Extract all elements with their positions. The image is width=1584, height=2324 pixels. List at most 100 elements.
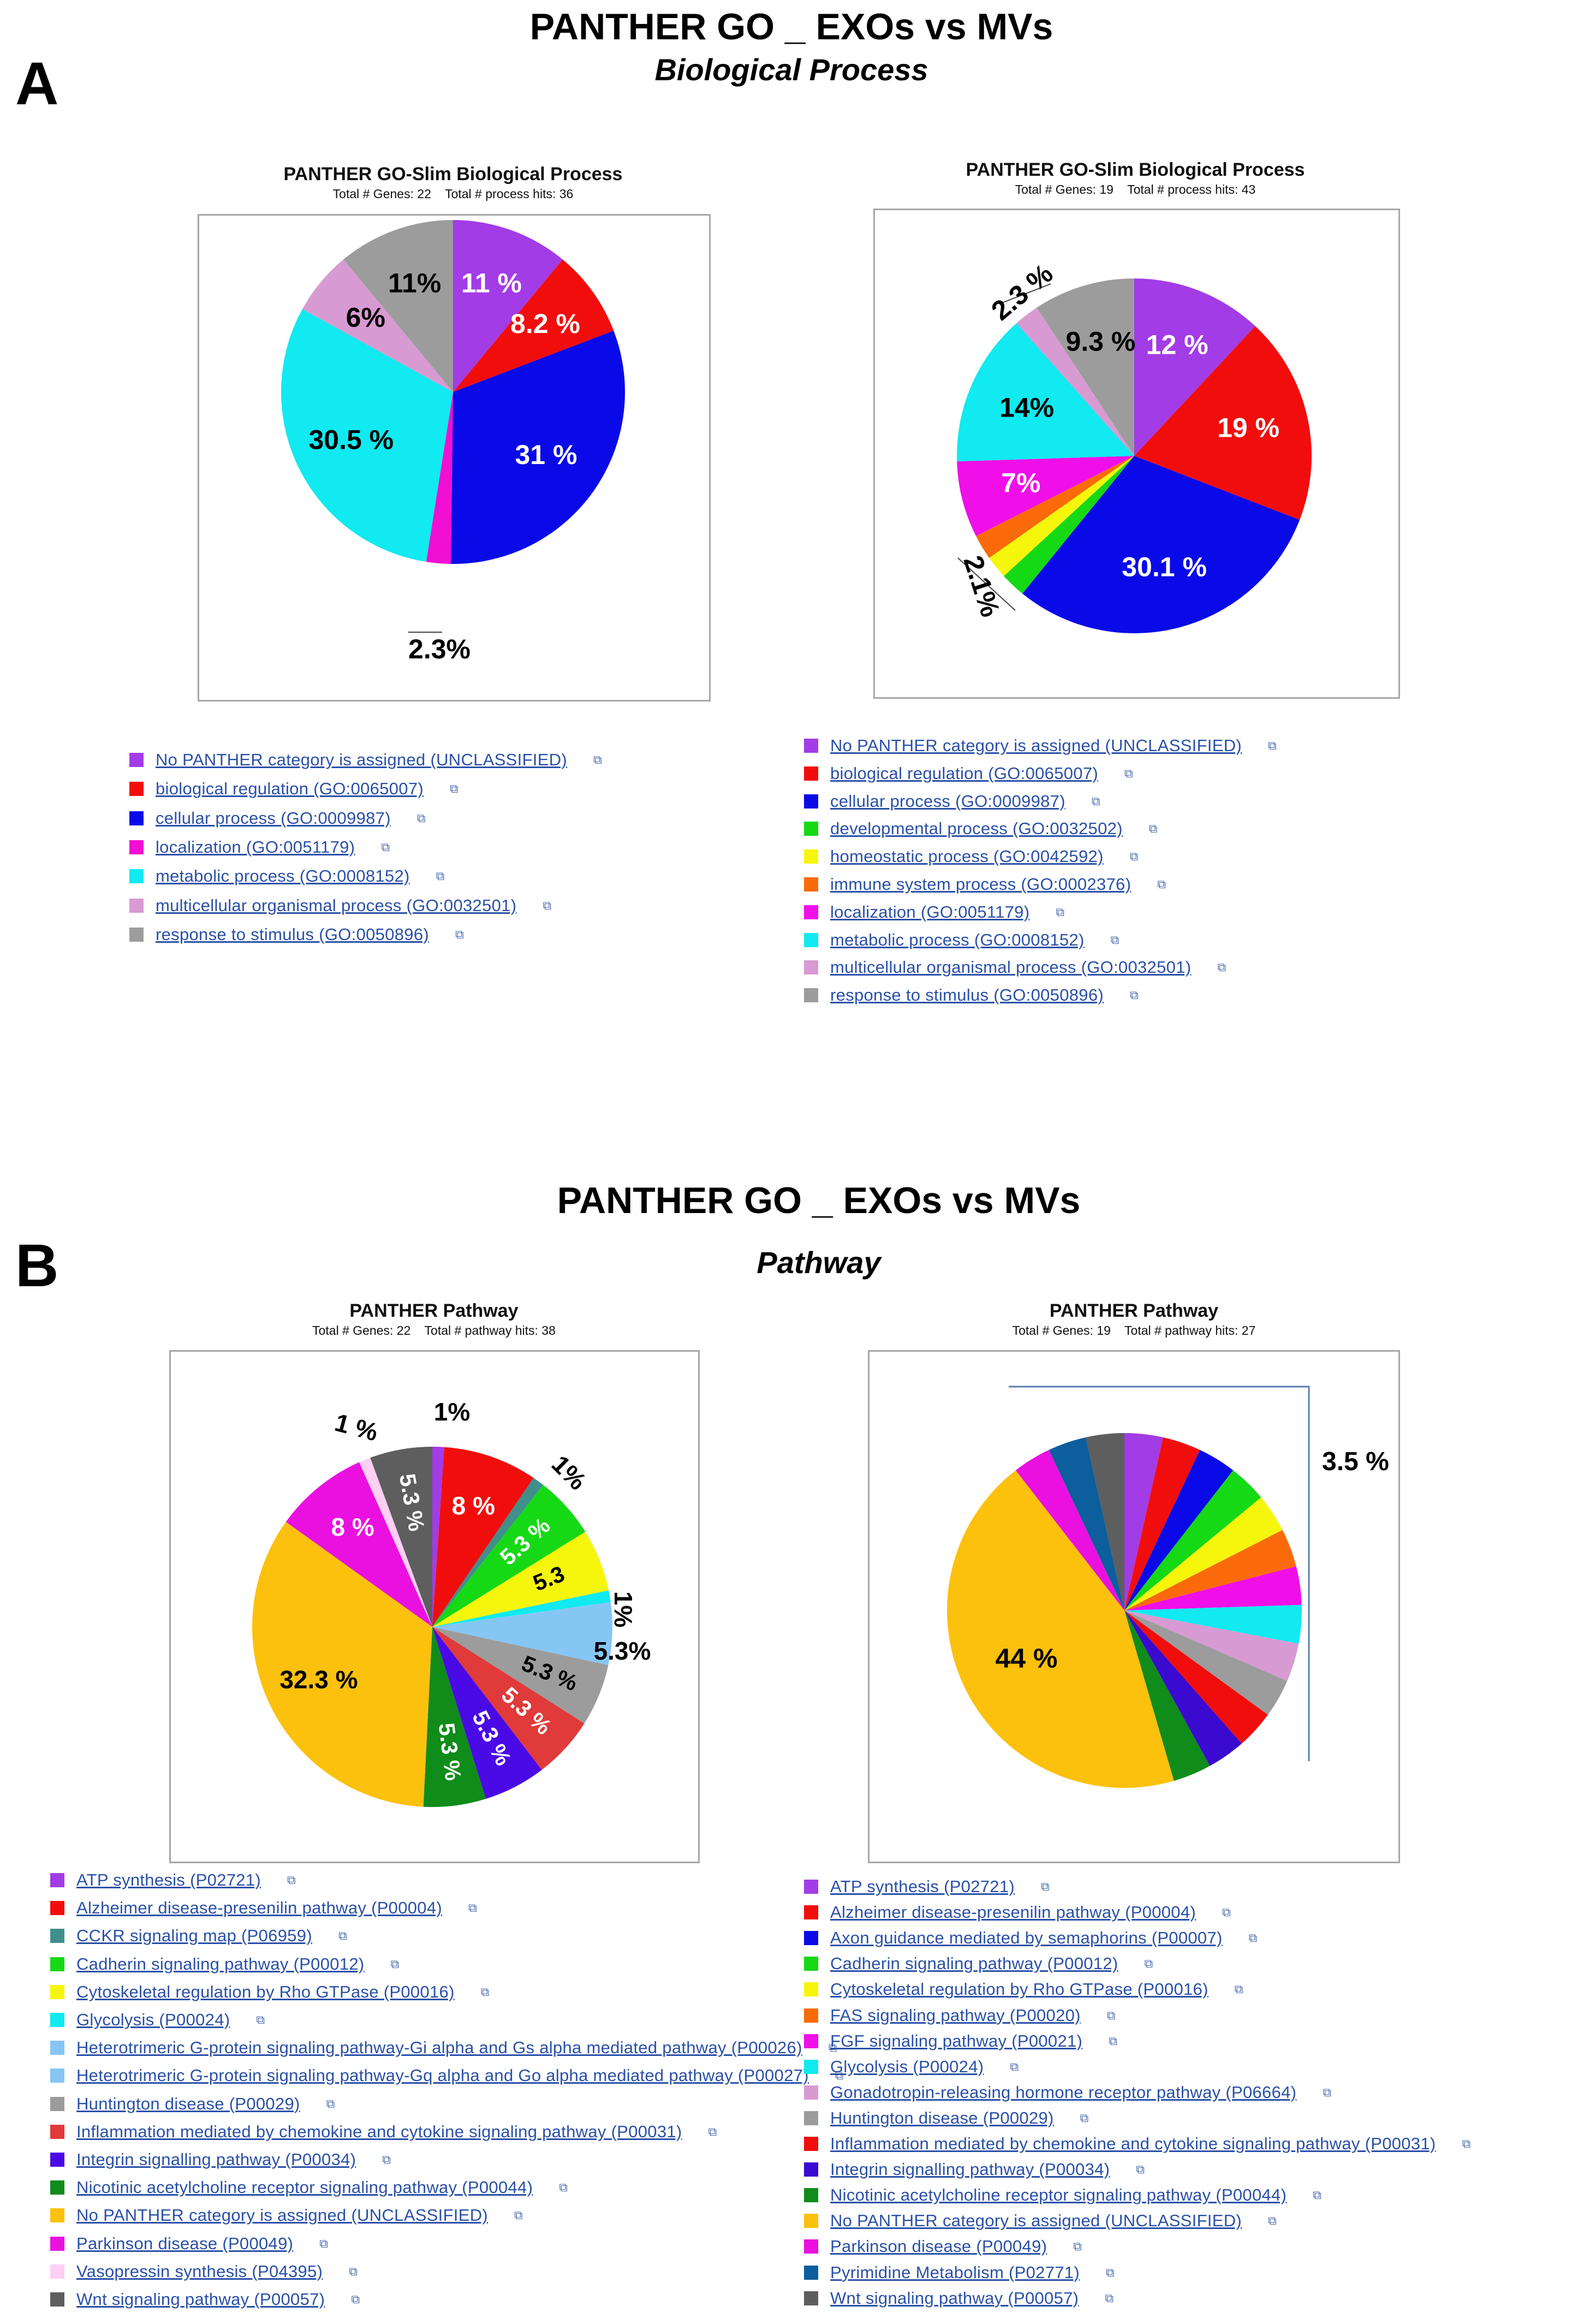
external-link-icon[interactable]: ⧉ (256, 2013, 265, 2026)
external-link-icon[interactable]: ⧉ (1129, 849, 1139, 864)
legend-item[interactable]: Axon guidance mediated by semaphorins (P… (804, 1928, 1257, 1948)
legend-item[interactable]: Parkinson disease (P00049) ⧉ (50, 2234, 328, 2254)
external-link-icon[interactable]: ⧉ (1268, 739, 1277, 752)
legend-item[interactable]: Pyrimidine Metabolism (P02771) ⧉ (804, 2263, 1115, 2283)
external-link-icon[interactable]: ⧉ (1106, 2008, 1116, 2022)
legend-link[interactable]: immune system process (GO:0002376) (830, 875, 1132, 894)
legend-item[interactable]: Alzheimer disease-presenilin pathway (P0… (804, 1903, 1231, 1922)
legend-item[interactable]: multicellular organismal process (GO:003… (804, 958, 1226, 977)
external-link-icon[interactable]: ⧉ (1313, 2188, 1321, 2202)
legend-item[interactable]: FGF signaling pathway (P00021) ⧉ (804, 2031, 1117, 2051)
legend-item[interactable]: Wnt signaling pathway (P00057) ⧉ (50, 2290, 360, 2309)
legend-item[interactable]: Parkinson disease (P00049) ⧉ (804, 2237, 1082, 2256)
legend-link[interactable]: cellular process (GO:0009987) (156, 808, 391, 828)
external-link-icon[interactable]: ⧉ (1248, 1931, 1258, 1945)
legend-link[interactable]: No PANTHER category is assigned (UNCLASS… (76, 2206, 489, 2225)
legend-item[interactable]: Alzheimer disease-presenilin pathway (P0… (50, 1898, 477, 1918)
legend-link[interactable]: No PANTHER category is assigned (UNCLASS… (830, 736, 1242, 755)
legend-item[interactable]: CCKR signaling map (P06959) ⧉ (50, 1926, 347, 1946)
external-link-icon[interactable]: ⧉ (287, 1873, 296, 1887)
external-link-icon[interactable]: ⧉ (338, 1929, 347, 1943)
legend-link[interactable]: metabolic process (GO:0008152) (156, 866, 410, 886)
external-link-icon[interactable]: ⧉ (1234, 1982, 1243, 1996)
external-link-icon[interactable]: ⧉ (1105, 2265, 1115, 2279)
external-link-icon[interactable]: ⧉ (436, 869, 445, 883)
legend-link[interactable]: cellular process (GO:0009987) (830, 791, 1065, 811)
legend-item[interactable]: Huntington disease (P00029) ⧉ (50, 2094, 335, 2114)
external-link-icon[interactable]: ⧉ (708, 2124, 717, 2138)
legend-link[interactable]: FAS signaling pathway (P00020) (830, 2005, 1081, 2025)
legend-link[interactable]: biological regulation (GO:0065007) (156, 779, 424, 799)
external-link-icon[interactable]: ⧉ (1105, 2291, 1114, 2305)
external-link-icon[interactable]: ⧉ (1041, 1880, 1050, 1893)
legend-item[interactable]: Integrin signalling pathway (P00034) ⧉ (804, 2160, 1145, 2179)
external-link-icon[interactable]: ⧉ (828, 2041, 837, 2055)
legend-item[interactable]: Heterotrimeric G-protein signaling pathw… (50, 2038, 837, 2058)
external-link-icon[interactable]: ⧉ (1217, 960, 1226, 974)
legend-item[interactable]: Huntington disease (P00029) ⧉ (804, 2108, 1088, 2128)
legend-item[interactable]: Vasopressin synthesis (P04395) ⧉ (50, 2262, 358, 2281)
external-link-icon[interactable]: ⧉ (1010, 2059, 1019, 2073)
external-link-icon[interactable]: ⧉ (455, 927, 464, 941)
legend-item[interactable]: No PANTHER category is assigned (UNCLASS… (804, 736, 1277, 756)
external-link-icon[interactable]: ⧉ (1136, 2162, 1145, 2177)
external-link-icon[interactable]: ⧉ (543, 898, 552, 912)
legend-item[interactable]: Cytoskeletal regulation by Rho GTPase (P… (804, 1980, 1243, 1999)
legend-item[interactable]: Nicotinic acetylcholine receptor signali… (804, 2185, 1321, 2205)
legend-link[interactable]: Alzheimer disease-presenilin pathway (P0… (830, 1903, 1196, 1922)
external-link-icon[interactable]: ⧉ (1323, 2085, 1332, 2099)
external-link-icon[interactable]: ⧉ (319, 2236, 328, 2250)
legend-link[interactable]: Wnt signaling pathway (P00057) (830, 2288, 1079, 2308)
legend-item[interactable]: Wnt signaling pathway (P00057) ⧉ (804, 2289, 1113, 2308)
legend-link[interactable]: Inflammation mediated by chemokine and c… (76, 2121, 682, 2141)
external-link-icon[interactable]: ⧉ (1056, 905, 1065, 919)
external-link-icon[interactable]: ⧉ (593, 753, 602, 766)
external-link-icon[interactable]: ⧉ (1222, 1905, 1231, 1919)
legend-item[interactable]: localization (GO:0051179) ⧉ (129, 837, 390, 857)
external-link-icon[interactable]: ⧉ (1073, 2239, 1082, 2254)
legend-link[interactable]: response to stimulus (GO:0050896) (156, 924, 429, 944)
legend-link[interactable]: FGF signaling pathway (P00021) (830, 2031, 1083, 2050)
external-link-icon[interactable]: ⧉ (381, 840, 390, 854)
legend-link[interactable]: biological regulation (GO:0065007) (830, 763, 1099, 783)
legend-link[interactable]: Glycolysis (P00024) (830, 2056, 984, 2076)
legend-link[interactable]: Cadherin signaling pathway (P00012) (830, 1954, 1118, 1974)
external-link-icon[interactable]: ⧉ (1148, 822, 1158, 836)
legend-item[interactable]: metabolic process (GO:0008152) ⧉ (129, 866, 444, 886)
legend-item[interactable]: Nicotinic acetylcholine receptor signali… (50, 2178, 568, 2197)
legend-item[interactable]: developmental process (GO:0032502) ⧉ (804, 819, 1158, 839)
legend-link[interactable]: Heterotrimeric G-protein signaling pathw… (76, 2066, 809, 2085)
legend-item[interactable]: biological regulation (GO:0065007) ⧉ (129, 779, 458, 799)
legend-link[interactable]: No PANTHER category is assigned (UNCLASS… (156, 750, 568, 769)
legend-link[interactable]: multicellular organismal process (GO:003… (156, 895, 517, 915)
external-link-icon[interactable]: ⧉ (468, 1901, 477, 1915)
legend-item[interactable]: Cytoskeletal regulation by Rho GTPase (P… (50, 1982, 489, 2002)
legend-link[interactable]: CCKR signaling map (P06959) (76, 1926, 312, 1946)
legend-link[interactable]: Parkinson disease (P00049) (830, 2237, 1047, 2256)
external-link-icon[interactable]: ⧉ (1109, 2034, 1117, 2048)
legend-link[interactable]: Cadherin signaling pathway (P00012) (76, 1954, 365, 1974)
legend-link[interactable]: Huntington disease (P00029) (830, 2108, 1054, 2127)
legend-link[interactable]: Axon guidance mediated by semaphorins (P… (830, 1928, 1223, 1948)
external-link-icon[interactable]: ⧉ (1110, 932, 1119, 947)
legend-link[interactable]: Cytoskeletal regulation by Rho GTPase (P… (76, 1982, 455, 2001)
legend-link[interactable]: Nicotinic acetylcholine receptor signali… (76, 2178, 533, 2197)
legend-item[interactable]: Cadherin signaling pathway (P00012) ⧉ (50, 1954, 399, 1974)
legend-link[interactable]: ATP synthesis (P02721) (830, 1877, 1015, 1896)
legend-link[interactable]: Integrin signalling pathway (P00034) (830, 2160, 1110, 2179)
external-link-icon[interactable]: ⧉ (382, 2153, 391, 2166)
legend-link[interactable]: metabolic process (GO:0008152) (830, 930, 1085, 949)
legend-item[interactable]: No PANTHER category is assigned (UNCLASS… (50, 2206, 523, 2225)
legend-link[interactable]: No PANTHER category is assigned (UNCLASS… (830, 2211, 1242, 2231)
external-link-icon[interactable]: ⧉ (1091, 794, 1100, 808)
legend-link[interactable]: localization (GO:0051179) (830, 902, 1030, 922)
legend-item[interactable]: Heterotrimeric G-protein signaling pathw… (50, 2066, 844, 2085)
legend-link[interactable]: Wnt signaling pathway (P00057) (76, 2290, 325, 2309)
legend-link[interactable]: Parkinson disease (P00049) (76, 2233, 294, 2253)
legend-item[interactable]: Inflammation mediated by chemokine and c… (804, 2134, 1470, 2154)
legend-item[interactable]: ATP synthesis (P02721) ⧉ (804, 1877, 1050, 1897)
legend-link[interactable]: Huntington disease (P00029) (76, 2094, 300, 2113)
legend-item[interactable]: metabolic process (GO:0008152) ⧉ (804, 930, 1119, 950)
legend-item[interactable]: localization (GO:0051179) ⧉ (804, 902, 1064, 922)
legend-link[interactable]: localization (GO:0051179) (156, 837, 355, 857)
